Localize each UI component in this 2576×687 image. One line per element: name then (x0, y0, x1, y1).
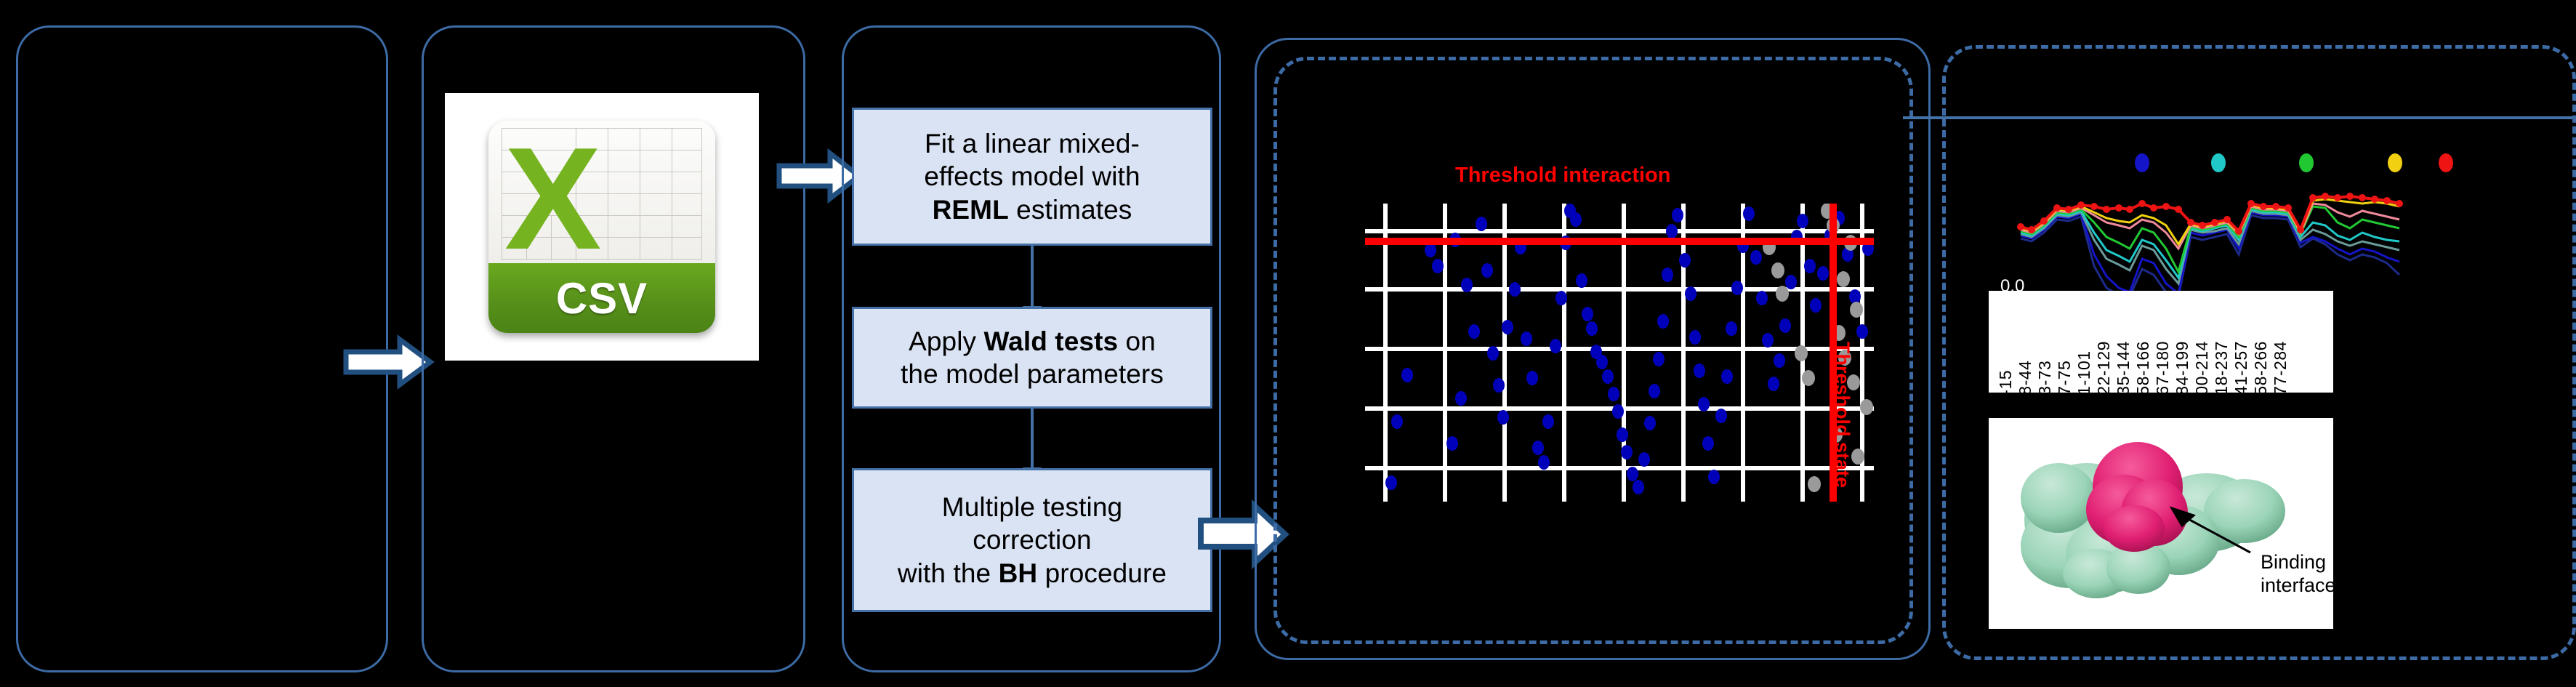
csv-panel (422, 25, 805, 672)
peptide-tick-81-101: 81-101 (2074, 350, 2093, 405)
excel-x-glyph: X (504, 121, 602, 280)
binding-interface-label: Binding interface (2261, 551, 2336, 598)
results-panel-dashed (1942, 45, 2576, 660)
peptide-tick-241-257: 241-257 (2231, 341, 2250, 405)
volcano-scatter-plot (1365, 204, 1874, 502)
csv-icon-body: X CSV (488, 121, 715, 333)
csv-format-band: CSV (488, 263, 715, 333)
connector-wald-bh (1023, 409, 1042, 482)
volcano-panel-inner-dashed (1273, 57, 1913, 644)
binding-interface-line2: interface (2261, 574, 2336, 596)
legend-markers (2135, 153, 2453, 172)
threshold-state-label: Threshold state (1832, 342, 1853, 489)
protein-structure-image (1989, 418, 2333, 629)
flow-arrow-csv-to-analysis (776, 148, 864, 204)
peptide-tick-67-75: 67-75 (2055, 360, 2074, 405)
flow-arrow-input-to-csv (343, 334, 435, 390)
input-panel (16, 25, 388, 672)
csv-spreadsheet-grid: X (488, 121, 715, 272)
volcano-panel (1255, 38, 1931, 660)
analysis-step-bh-text: Multiple testing correction with the BH pr… (897, 492, 1167, 588)
analysis-step-reml-text: Fit a linear mixed-effects model with REM… (924, 129, 1140, 225)
peptide-tick-258-266: 258-266 (2251, 341, 2270, 405)
threshold-interaction-label: Threshold interaction (1455, 164, 1671, 187)
peptide-tick-122-129: 122-129 (2094, 341, 2113, 405)
analysis-panel (842, 25, 1221, 672)
peptide-tick-1-15: 1-15 (1996, 369, 2015, 405)
analysis-step-bh: Multiple testing correction with the BH pr… (852, 468, 1212, 612)
analysis-step-wald: Apply Wald tests on the model parameters (852, 307, 1212, 409)
peptide-axis-area (1989, 291, 2333, 393)
peptide-tick-63-73: 63-73 (2035, 360, 2054, 405)
peptide-tick-277-284: 277-284 (2271, 341, 2290, 405)
peptide-tick-218-237: 218-237 (2212, 341, 2231, 405)
protein-epitope-pink (2086, 442, 2188, 552)
peptide-axis-label: Peptide (2130, 395, 2199, 417)
peptide-tick-28-44: 28-44 (2016, 360, 2034, 405)
peptide-line-chart (1999, 153, 2559, 297)
csv-file-icon: X CSV (445, 93, 759, 361)
binding-interface-arrow (2169, 506, 2251, 554)
analysis-step-wald-text: Apply Wald tests on the model parameters (901, 326, 1164, 389)
binding-interface-line1: Binding (2261, 551, 2327, 573)
csv-format-label: CSV (555, 273, 648, 323)
analysis-step-reml: Fit a linear mixed-effects model with REM… (852, 108, 1212, 246)
connector-reml-wald (1023, 246, 1042, 321)
results-panel-top-border (1903, 116, 2576, 119)
